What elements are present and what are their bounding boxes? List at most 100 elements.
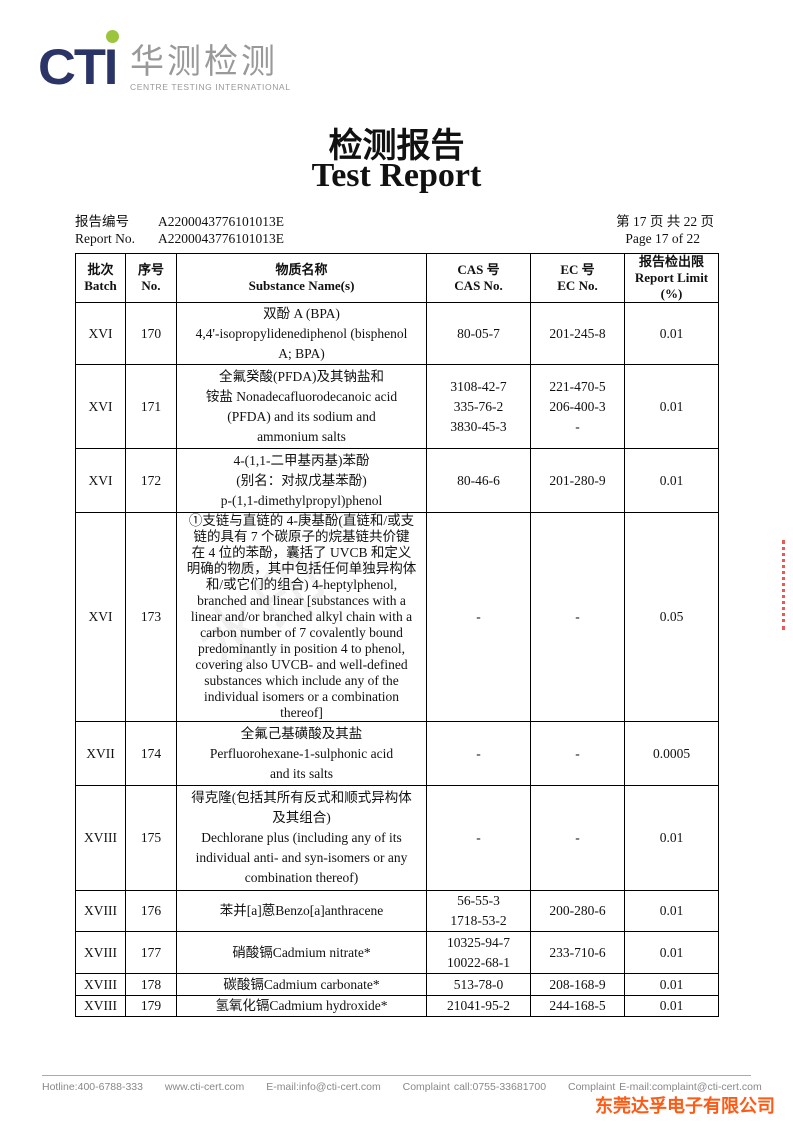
cas-line: -	[476, 745, 481, 761]
no-cell: 175	[125, 785, 177, 891]
side-stamp-mark	[782, 540, 793, 630]
title-en: Test Report	[311, 157, 482, 194]
cas-cell: 21041-95-2	[426, 995, 531, 1017]
ec-line: 221-470-5	[549, 378, 606, 394]
ec-line: 208-168-9	[549, 976, 606, 992]
logo-brand: CTI	[38, 39, 118, 95]
name-line: 氢氧化镉Cadmium hydroxide*	[215, 998, 388, 1013]
cas-cell: 513-78-0	[426, 973, 531, 996]
limit-cell: 0.01	[624, 364, 719, 449]
cas-line: 21041-95-2	[447, 998, 510, 1013]
table-row: XVIII 175 得克隆(包括其所有反式和顺式异构体 及其组合) Dechlora…	[75, 785, 719, 891]
name-line: 4-(1,1-二甲基丙基)苯酚	[233, 452, 370, 468]
header-cn: 批次	[87, 262, 114, 277]
ec-cell: -	[530, 785, 625, 891]
footer-complaint-email[interactable]: Complaint E-mail:complaint@cti-cert.com	[567, 1081, 762, 1093]
cas-line: 513-78-0	[453, 976, 504, 992]
name-line: carbon number of 7 covalently bound	[200, 625, 403, 640]
batch-cell: XVIII	[75, 785, 126, 891]
ec-line: -	[575, 745, 580, 761]
batch-cell: XVIII	[75, 931, 126, 974]
name-line: substances which include any of the	[204, 673, 399, 688]
name-line: combination thereof)	[244, 870, 359, 885]
header-en: Substance Name(s)	[248, 278, 355, 293]
name-line: Perfluorohexane-1-sulphonic acid	[209, 745, 394, 761]
cas-line: 335-76-2	[453, 398, 504, 414]
ec-line: 233-710-6	[549, 944, 606, 960]
footer-web[interactable]: www.cti-cert.com	[164, 1081, 245, 1093]
ec-line: -	[575, 418, 580, 434]
substance-name-cell: ①支链与直链的 4-庚基酚(直链和/或支 链的具有 7 个碳原子的烷基链共价键在 …	[176, 512, 427, 722]
no-cell: 178	[125, 973, 177, 996]
name-line: 及其组合)	[272, 810, 331, 825]
name-line: covering also UVCB- and well-defined	[195, 657, 408, 672]
table-row: XVIII 176 苯并[a]蒽Benzo[a]anthracene 56-55…	[75, 890, 719, 932]
batch-cell: XVI	[75, 512, 126, 722]
no-cell: 171	[125, 364, 177, 449]
page-en: Page 17 of 22	[625, 231, 700, 246]
name-line: predominantly in position 4 to phenol,	[198, 641, 405, 656]
header-cn: 物质名称	[275, 262, 328, 277]
header-cell: 物质名称 Substance Name(s)	[176, 253, 427, 303]
name-line: individual isomers or a combination	[204, 689, 399, 704]
header-cn: 报告检出限	[638, 254, 704, 269]
title-cn: 检测报告	[328, 126, 465, 166]
cas-cell: 10325-94-7 10022-68-1	[426, 931, 531, 974]
batch-cell: XVII	[75, 721, 126, 786]
company-stamp: 东莞达孚电子有限公司	[595, 1096, 775, 1117]
header-cn: CAS 号	[457, 262, 500, 277]
report-no-label-cn: 报告编号	[75, 214, 129, 229]
no-cell: 173	[125, 512, 177, 722]
ec-line: 244-168-5	[549, 998, 606, 1013]
footer: Hotline:400-6788-333 www.cti-cert.com E-…	[42, 1081, 762, 1093]
table-row: XVI 170 双酚 A (BPA) 4,4'-isopropylidenedip…	[75, 302, 719, 365]
ec-line: -	[575, 830, 580, 845]
ec-cell: -	[530, 512, 625, 722]
table-header: 批次 Batch 序号 No. 物质名称 Substance Name(s) CAS 号 CA…	[75, 253, 719, 303]
cas-cell: 3108-42-7 335-76-2 3830-45-3	[426, 364, 531, 449]
ec-line: 200-280-6	[549, 903, 606, 918]
ec-cell: 208-168-9	[530, 973, 625, 996]
header-cn: EC 号	[560, 262, 595, 277]
header-en: Report Limit (%)	[634, 270, 709, 301]
ec-cell: 201-280-9	[530, 448, 625, 513]
substance-name-cell: 全氟癸酸(PFDA)及其钠盐和 铵盐 Nonadecafluorodecanoic…	[176, 364, 427, 449]
name-line: branched and linear [substances with a	[197, 593, 406, 608]
table-row: XVIII 179 氢氧化镉Cadmium hydroxide* 21041-9…	[75, 995, 719, 1017]
no-cell: 176	[125, 890, 177, 932]
logo-dot	[106, 30, 119, 43]
cas-line: 3108-42-7	[450, 378, 507, 394]
cas-line: 10022-68-1	[447, 954, 510, 970]
ec-cell: 233-710-6	[530, 931, 625, 974]
name-line: individual anti- and syn-isomers or any	[195, 850, 408, 865]
ec-cell: 244-168-5	[530, 995, 625, 1017]
name-line: linear and/or branched alkyl chain with …	[190, 609, 413, 624]
substance-name-cell: 氢氧化镉Cadmium hydroxide*	[176, 995, 427, 1017]
ec-cell: 200-280-6	[530, 890, 625, 932]
name-line: 4,4'-isopropylidenediphenol (bisphenol	[195, 325, 408, 341]
report-no-label-en: Report No.	[75, 231, 135, 246]
substance-name-cell: 全氟己基磺酸及其盐 Perfluorohexane-1-sulphonic aci…	[176, 721, 427, 786]
page-info: 第 17 页 共 22 页 Page 17 of 22	[616, 213, 714, 247]
footer-email[interactable]: E-mail:info@cti-cert.com	[266, 1081, 381, 1093]
name-line: 全氟癸酸(PFDA)及其钠盐和	[218, 368, 384, 384]
name-line: 硝酸镉Cadmium nitrate*	[232, 944, 371, 960]
ec-cell: -	[530, 721, 625, 786]
header-cell: 序号 No.	[125, 253, 177, 303]
name-line: ammonium salts	[257, 428, 346, 444]
name-line: A; BPA)	[278, 345, 325, 361]
name-line: 全氟己基磺酸及其盐	[240, 725, 363, 741]
no-cell: 172	[125, 448, 177, 513]
ec-line: 201-245-8	[549, 325, 606, 341]
name-line: Dechlorane plus (including any of its	[201, 830, 402, 845]
header-en: EC No.	[557, 278, 598, 293]
ec-line: 201-280-9	[549, 472, 606, 488]
page-cn: 第 17 页 共 22 页	[616, 214, 714, 229]
cas-line: 56-55-3	[457, 893, 500, 908]
cas-line: 3830-45-3	[450, 418, 507, 434]
no-cell: 170	[125, 302, 177, 365]
cas-line: 1718-53-2	[450, 913, 507, 928]
substance-name-cell: 硝酸镉Cadmium nitrate*	[176, 931, 427, 974]
cas-line: -	[476, 830, 481, 845]
